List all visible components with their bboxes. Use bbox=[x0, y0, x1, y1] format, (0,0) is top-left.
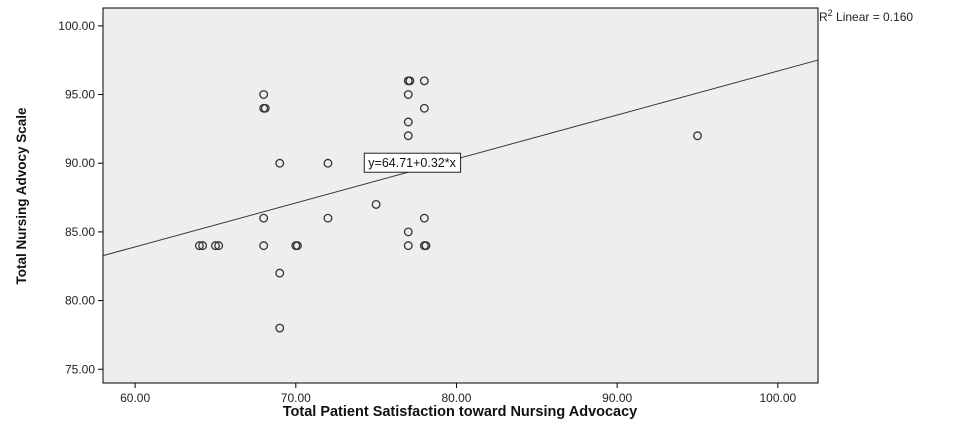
data-point bbox=[419, 103, 429, 113]
data-point bbox=[323, 158, 333, 168]
x-tick-label: 60.00 bbox=[120, 391, 150, 405]
y-axis-title: Total Nursing Advocy Scale bbox=[14, 107, 29, 285]
fit-equation-label: y=64.71+0.32*x bbox=[368, 156, 456, 170]
fit-equation-box: y=64.71+0.32*x bbox=[363, 152, 462, 173]
data-point bbox=[275, 323, 285, 333]
data-point bbox=[211, 241, 220, 251]
data-point bbox=[403, 131, 413, 141]
data-point bbox=[259, 241, 269, 251]
y-axis-ticks: 75.00 80.00 85.00 90.00 95.00 100.00 bbox=[58, 19, 103, 376]
y-tick-label: 80.00 bbox=[65, 294, 95, 308]
x-tick-label: 80.00 bbox=[441, 391, 471, 405]
x-axis-ticks: 60.00 70.00 80.00 90.00 100.00 bbox=[120, 383, 797, 405]
y-tick-label: 75.00 bbox=[65, 362, 95, 376]
plot-area bbox=[102, 7, 819, 384]
data-point bbox=[403, 90, 413, 99]
data-point bbox=[403, 227, 413, 237]
data-point bbox=[260, 103, 270, 113]
data-point bbox=[323, 213, 333, 223]
x-tick-label: 70.00 bbox=[281, 391, 311, 405]
data-points bbox=[194, 76, 702, 333]
data-point bbox=[403, 117, 413, 127]
data-point bbox=[693, 131, 702, 141]
data-point bbox=[194, 241, 204, 251]
data-point bbox=[198, 241, 208, 251]
x-tick-label: 90.00 bbox=[602, 391, 632, 405]
r-squared-label: R2 Linear = 0.160 bbox=[819, 8, 913, 24]
data-point bbox=[403, 241, 413, 251]
data-point bbox=[419, 76, 429, 86]
data-point bbox=[275, 158, 285, 168]
data-point bbox=[419, 213, 429, 223]
data-point bbox=[405, 76, 415, 86]
data-point bbox=[259, 213, 269, 223]
x-axis-title: Total Patient Satisfaction toward Nursin… bbox=[283, 404, 638, 420]
y-tick-label: 90.00 bbox=[65, 156, 95, 170]
data-point bbox=[214, 241, 224, 251]
data-point bbox=[371, 199, 381, 209]
data-point bbox=[292, 241, 302, 251]
data-point bbox=[421, 241, 431, 251]
y-tick-label: 95.00 bbox=[65, 88, 95, 102]
y-tick-label: 85.00 bbox=[65, 225, 95, 239]
data-point bbox=[275, 268, 285, 278]
y-tick-label: 100.00 bbox=[58, 19, 95, 33]
x-tick-label: 100.00 bbox=[759, 391, 796, 405]
data-point bbox=[259, 90, 269, 99]
